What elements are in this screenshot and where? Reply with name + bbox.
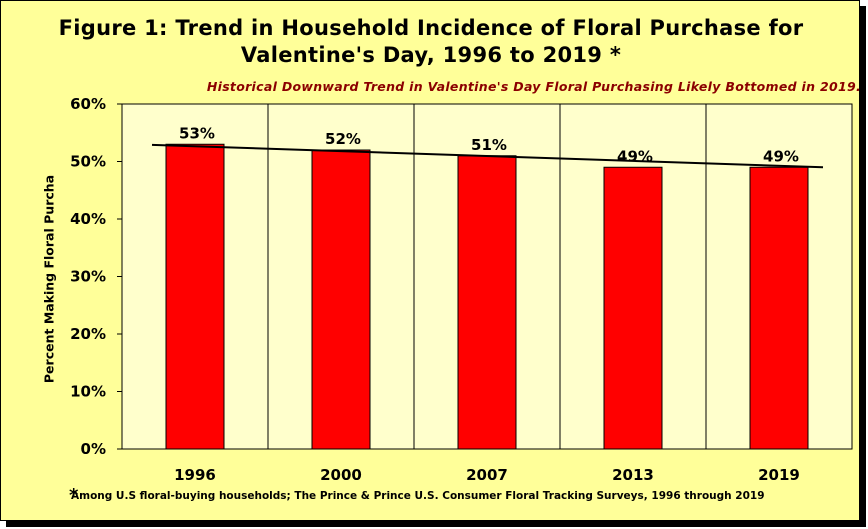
y-tick-label: 20% — [70, 325, 106, 343]
bar — [457, 155, 517, 450]
bar — [749, 166, 809, 450]
y-tick-label: 30% — [70, 268, 106, 286]
chart-title: Figure 1: Trend in Household Incidence o… — [58, 16, 804, 67]
bar — [603, 166, 663, 450]
footnote: Among U.S floral-buying households; The … — [71, 490, 765, 502]
bar — [165, 143, 225, 450]
x-tick-label: 2000 — [320, 466, 362, 484]
data-label: 49% — [763, 147, 799, 165]
bar-chart: 0% 10% 20% 30% 40% 50% 60% 53% 1996 52% 2000 51% 200… — [70, 95, 853, 484]
footnote-mark: * — [69, 485, 79, 506]
chart-subtitle: Historical Downward Trend in Valentine's… — [206, 79, 861, 94]
bar — [311, 149, 371, 450]
trendline — [151, 143, 824, 169]
data-label: 52% — [325, 130, 361, 148]
data-label: 49% — [617, 147, 653, 165]
chart-frame: Figure 1: Trend in Household Incidence o… — [0, 0, 861, 521]
x-tick-label: 2007 — [466, 466, 508, 484]
y-tick-label: 0% — [81, 440, 106, 458]
y-tick-label: 40% — [70, 210, 106, 228]
y-tick-label: 60% — [70, 95, 106, 113]
x-tick-label: 2019 — [758, 466, 800, 484]
y-tick-label: 10% — [70, 383, 106, 401]
data-label: 53% — [179, 124, 215, 142]
x-tick-label: 2013 — [612, 466, 654, 484]
y-tick-label: 50% — [70, 153, 106, 171]
x-tick-label: 1996 — [174, 466, 216, 484]
data-label: 51% — [471, 136, 507, 154]
